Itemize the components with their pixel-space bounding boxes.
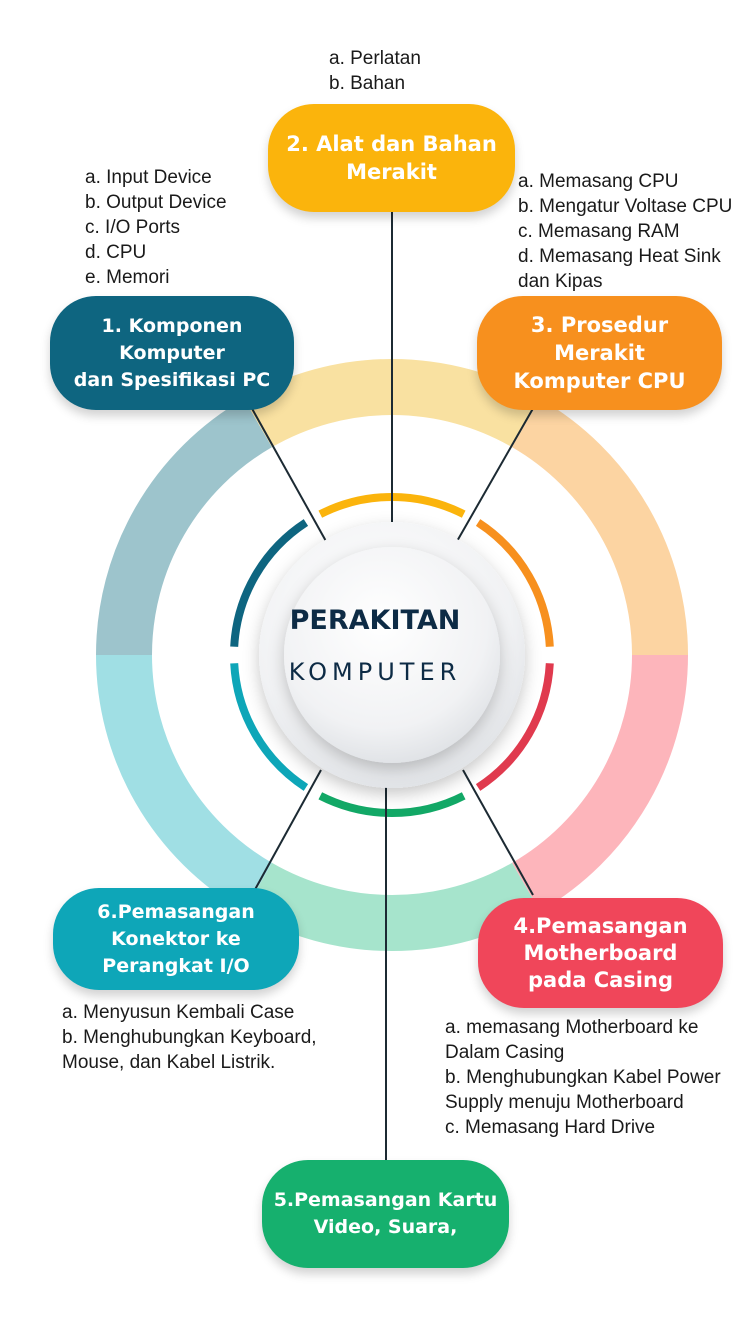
step-3-pill[interactable]: 3. Prosedur Merakit Komputer CPU [477,296,722,410]
outer-ring-segment-3 [511,398,688,656]
step-1-pill[interactable]: 1. Komponen Komputer dan Spesifikasi PC [50,296,294,410]
step-6-label: 6.Pemasangan Konektor ke Perangkat I/O [97,900,255,977]
list-item: a. Menyusun Kembali Case [62,1002,295,1023]
connector-line-6 [251,769,322,896]
inner-ring-segment-1 [230,519,309,647]
list-item: a. Perlatan [329,48,421,69]
inner-ring-segment-5 [318,792,466,817]
outer-ring-segment-4 [511,654,688,912]
inner-ring-segment-4 [475,663,554,791]
list-item: d. Memasang Heat Sink dan Kipas [518,246,721,292]
list-item: b. Output Device [85,192,227,213]
list-item: e. Memori [85,267,170,288]
outer-ring-segment-6 [96,654,273,912]
list-item: a. Input Device [85,167,212,188]
connector-line-1 [249,404,328,544]
inner-ring-segment-6 [230,663,309,791]
inner-ring [230,493,554,817]
step-4-pill[interactable]: 4.Pemasangan Motherboard pada Casing [478,898,723,1008]
step-3-label: 3. Prosedur Merakit Komputer CPU [513,313,686,393]
connector-line-3 [455,404,536,544]
step-1-items: a. Input Device b. Output Device c. I/O … [85,165,227,290]
connector-line-4 [462,769,534,896]
inner-ring-segment-3 [475,519,554,647]
outer-ring [96,359,688,951]
outer-ring-segment-5 [244,862,540,951]
list-item: b. Menghubungkan Keyboard, Mouse, dan Ka… [62,1027,317,1073]
step-6-items: a. Menyusun Kembali Case b. Menghubungka… [62,1000,317,1075]
step-2-pill[interactable]: 2. Alat dan Bahan Merakit [268,104,515,212]
step-3-items: a. Memasang CPU b. Mengatur Voltase CPU … [518,169,732,294]
hub-inner-disc [284,547,500,763]
step-2-items: a. Perlatan b. Bahan [329,46,421,96]
list-item: c. I/O Ports [85,217,181,238]
step-4-label: 4.Pemasangan Motherboard pada Casing [513,913,688,992]
list-item: a. memasang Motherboard ke Dalam Casing [445,1017,699,1063]
step-5-pill[interactable]: 5.Pemasangan Kartu Video, Suara, [262,1160,509,1268]
step-2-label: 2. Alat dan Bahan Merakit [286,132,497,184]
step-4-items: a. memasang Motherboard ke Dalam Casing … [445,1015,721,1140]
center-title: PERAKITAN [289,605,461,636]
list-item: a. Memasang CPU [518,171,679,192]
center-subtitle: KOMPUTER [288,658,462,686]
list-item: d. CPU [85,242,147,263]
step-1-label: 1. Komponen Komputer dan Spesifikasi PC [73,314,271,391]
list-item: b. Menghubungkan Kabel Power Supply menu… [445,1067,721,1113]
list-item: b. Bahan [329,73,406,94]
list-item: c. Memasang Hard Drive [445,1117,656,1138]
list-item: b. Mengatur Voltase CPU [518,196,733,217]
outer-ring-segment-1 [96,398,273,656]
step-6-pill[interactable]: 6.Pemasangan Konektor ke Perangkat I/O [53,888,299,990]
step-5-label: 5.Pemasangan Kartu Video, Suara, [273,1189,498,1238]
list-item: c. Memasang RAM [518,221,680,242]
